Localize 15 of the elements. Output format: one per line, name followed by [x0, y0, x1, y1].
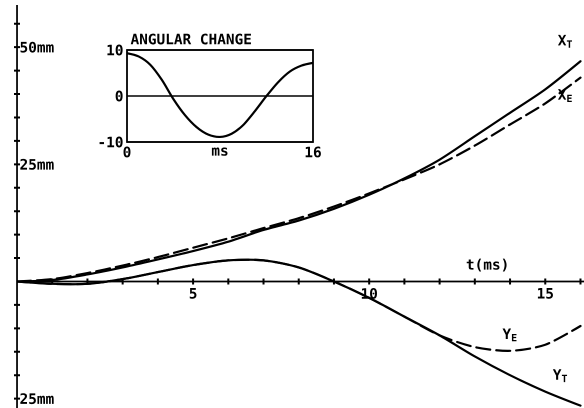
y-tick-label: 0: [116, 90, 123, 102]
series-label: Y$_{E}$: [502, 328, 516, 342]
x-tick-label: 5: [190, 288, 196, 299]
y-tick-label: 25mm: [20, 393, 54, 404]
y-tick-label: 25mm: [20, 158, 54, 170]
x-tick-label: 16: [306, 146, 321, 158]
x-axis-title: t(ms): [466, 258, 507, 272]
y-tick-label: 50mm: [20, 42, 54, 53]
series-label: Y$_{T}$: [552, 369, 568, 382]
x-axis-title: ms: [212, 148, 228, 156]
x-tick-label: 15: [538, 288, 553, 299]
chart-title: ANGULAR CHANGE: [130, 34, 251, 44]
y-tick-label: 10: [107, 44, 123, 56]
series-label: X$_{T}$: [558, 34, 572, 48]
y-tick-label: -10: [100, 136, 123, 148]
